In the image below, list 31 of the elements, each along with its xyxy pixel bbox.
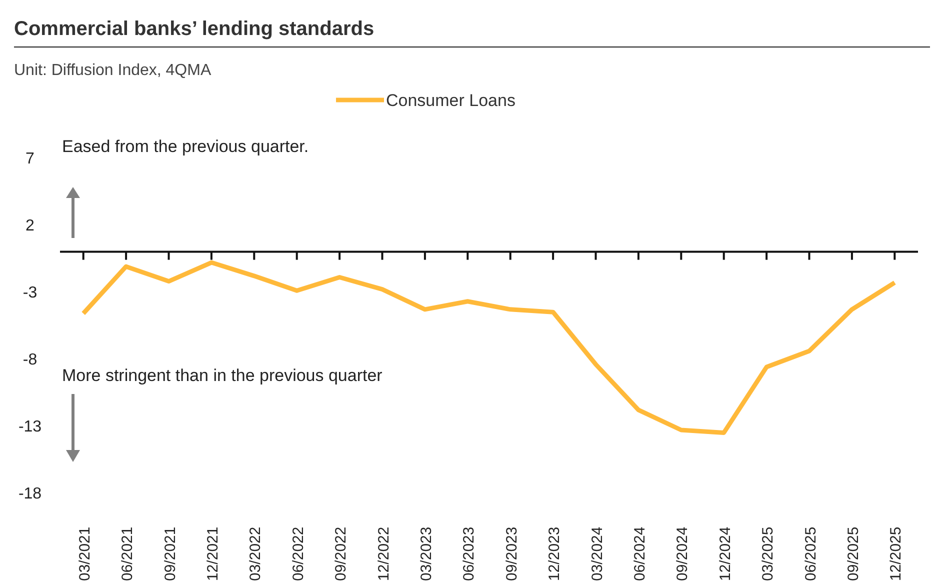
x-tick-label: 03/2024	[588, 526, 606, 581]
y-tick-label: -3	[22, 284, 38, 302]
x-tick-label: 03/2022	[247, 526, 264, 581]
y-tick-label: -8	[22, 352, 38, 369]
x-tick-label: 03/2023	[418, 526, 435, 581]
x-tick-label: 12/2023	[546, 526, 564, 581]
chart-title: Commercial banks’ lending standards	[14, 18, 374, 40]
x-tick-label: 09/2023	[503, 526, 520, 581]
x-tick-label: 06/2024	[631, 526, 648, 581]
x-tick-label: 09/2022	[332, 526, 350, 581]
x-tick-label: 03/2025	[760, 526, 777, 581]
legend-label: Consumer Loans	[386, 91, 516, 110]
y-tick-label: 2	[26, 218, 35, 235]
y-tick-label: 7	[26, 150, 35, 168]
y-tick-label: -13	[18, 418, 42, 436]
x-tick-label: 03/2021	[76, 526, 94, 581]
x-tick-label: 06/2023	[460, 526, 478, 581]
x-tick-label: 12/2024	[716, 526, 734, 581]
x-tick-label: 06/2022	[290, 526, 307, 581]
x-tick-label: 09/2021	[162, 526, 179, 581]
text: Eased from the previous quarter.	[62, 137, 309, 156]
annotation: More stringent than in the previous quarter	[62, 366, 383, 385]
x-tick-label: 12/2021	[204, 526, 222, 581]
x-tick-label: 12/2022	[375, 526, 392, 581]
chart-subtitle: Unit: Diffusion Index, 4QMA	[14, 62, 212, 79]
x-tick-label: 09/2025	[844, 526, 862, 581]
y-tick-label: -18	[18, 486, 42, 503]
x-tick-label: 06/2021	[119, 526, 136, 581]
x-tick-label: 09/2024	[674, 526, 692, 581]
x-tick-label: 06/2025	[802, 526, 820, 581]
x-tick-label: 12/2025	[888, 526, 905, 581]
